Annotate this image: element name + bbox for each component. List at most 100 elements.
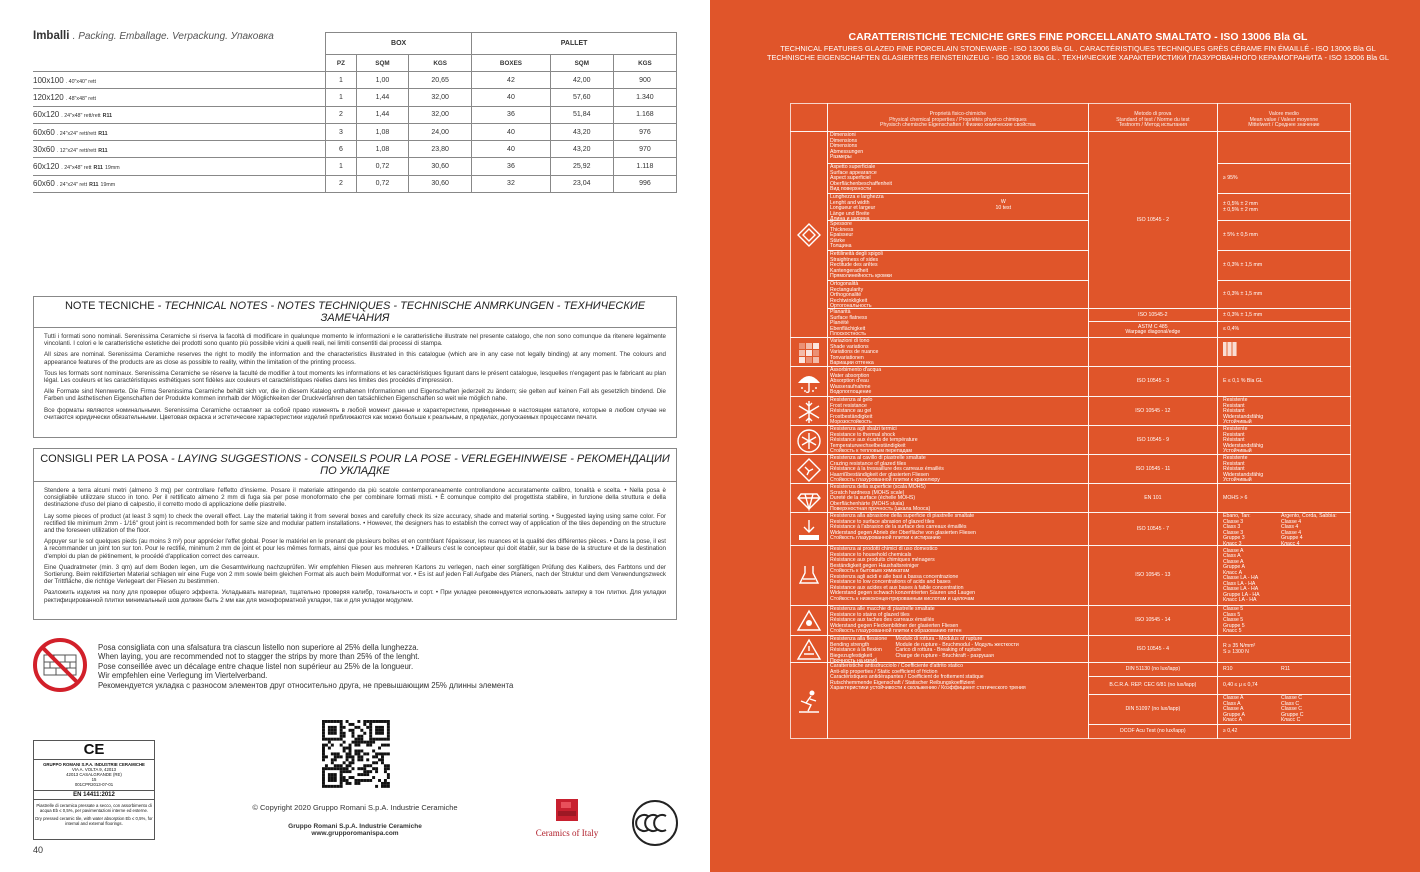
qr-module (351, 728, 355, 732)
qr-module (386, 784, 390, 788)
qr-module (333, 752, 337, 756)
method-text: ISO 10545 - 7 (1089, 526, 1217, 533)
qr-module (342, 776, 346, 779)
qr-module (348, 752, 352, 756)
value-cell: Resistente Resistant Résistant Widerstandsf… (1217, 454, 1351, 484)
qr-module (322, 725, 325, 729)
text-line: Résistant (1223, 437, 1245, 443)
text-line: Resistente (1223, 426, 1248, 432)
icon (796, 609, 822, 631)
text-line: Resistenza agli sbalzi termici (830, 426, 897, 432)
qr-module (351, 776, 355, 779)
qr-module (342, 740, 346, 744)
size: 60x120 (33, 110, 60, 120)
text-line: ± 0,3% ± 1,5 mm (1223, 311, 1263, 318)
packing-cell: 30,60 (408, 157, 473, 176)
header-cell: Valore medio Mean value / Valeur moyenne M… (1217, 103, 1351, 132)
packing-row: 60x60. 24"x24" rett/rett R11 3 1,08 24,00 40 4… (33, 123, 678, 142)
method-cell: ISO 10545 - 2 (1088, 131, 1218, 309)
packing-cell: 32 (471, 175, 551, 194)
text-line: Valore medio (1268, 111, 1299, 117)
text-line: Widerstandsfähig (1223, 413, 1264, 420)
text-line: Caratteristiche antisdrucciolo / Coeffic… (830, 663, 963, 669)
method-text: DIN 51097 (no lux/lapp) (1089, 707, 1217, 713)
qr-module (363, 764, 367, 768)
qr-code (322, 720, 390, 788)
qr-module (336, 755, 340, 759)
qr-module (330, 731, 334, 735)
text-line: Classe A (1223, 547, 1244, 554)
subtitle: TECHNISCHE EIGENSCHAFTEN GLASIERTES FEIN… (766, 53, 1390, 63)
value-text: Resistente Resistant Résistant Widerstandsf… (1223, 426, 1263, 454)
text-line: Variazioni di tono (830, 338, 870, 344)
qr-module (360, 734, 364, 738)
qr-module (348, 749, 352, 753)
value-text: MOHS > 6 (1223, 495, 1247, 502)
qr-module (354, 752, 358, 756)
qr-module (351, 761, 355, 765)
text-line: Classe 3 (1223, 529, 1244, 536)
text-line: ≤ 0,4% (1223, 326, 1240, 333)
qr-module (330, 725, 334, 729)
value-text: Classe A Class A Classe A Gruppe A Класс A Cl… (1223, 547, 1260, 604)
qr-module (383, 781, 387, 785)
text-line: Haarrißbeständigkeit der glasierten Flie… (830, 471, 929, 478)
qr-module (322, 767, 325, 771)
text-line: Frostbeständigkeit (830, 413, 873, 420)
value-cell: Ebano, Tan: Classe 3 Class 3 Classe 3 Gruppe… (1217, 512, 1351, 546)
text-line: W (1000, 199, 1006, 205)
brand-name: Ceramics of Italy (535, 828, 599, 838)
property-cell: Resistenza al gelo Frost resistance Résist… (827, 396, 1089, 426)
method-cell: ISO 10545-2 (1088, 308, 1218, 322)
text-line: Kantengeradheit (830, 267, 869, 274)
paragraph: Alle Formate sind Nennwerte. Die Firma S… (44, 388, 666, 403)
value-text: ± 0,3% ± 1,5 mm (1223, 292, 1262, 298)
property-note: W 10 test (919, 199, 1088, 211)
icon (798, 566, 820, 584)
qr-module (357, 740, 361, 744)
qr-module (378, 758, 381, 762)
property-text: Variazioni di tono Shade variations Variat… (828, 338, 1088, 366)
qr-module (369, 770, 373, 774)
qr-module (322, 776, 325, 779)
qr-module (322, 720, 325, 723)
text-line: Epaisseur (830, 232, 854, 238)
text-line: ISO 10545 - 3 (1136, 378, 1169, 385)
property-cell: Resistenza agli sbalzi termici Resistance… (827, 425, 1089, 455)
method-text: ISO 10545-2 (1089, 312, 1217, 319)
qr-module (339, 764, 343, 768)
text-line: Resistenza agli acidi e alle basi a bass… (830, 573, 959, 580)
qr-module (342, 725, 346, 729)
text-line: Classe 4 (1281, 518, 1302, 525)
property-cell: Assorbimento d'acqua Water absorption Abso… (827, 366, 1089, 397)
qr-module (354, 749, 358, 753)
text-line: Стойкость глазурованной плитки к образов… (830, 628, 962, 634)
icon-cell (790, 512, 828, 546)
qr-module (357, 725, 361, 729)
packing-cell: 1,08 (355, 140, 410, 159)
text-line: Класс 3 (1223, 540, 1242, 546)
header-text: Metodo di prova Standard of test / Norme … (1089, 111, 1217, 129)
value-cell: Resistente Resistant Résistant Widerstandsf… (1217, 425, 1351, 455)
packing-cell: 30,60 (408, 175, 473, 194)
qr-module (381, 737, 384, 741)
icon-cell (790, 131, 828, 338)
qr-module (375, 737, 379, 741)
text-line: Resistenza alla flessione (830, 636, 888, 642)
qr-module (386, 752, 390, 756)
property-text: Caratteristiche antisdrucciolo / Coeffic… (828, 663, 1088, 692)
text-line: Caractéristiques antidérapantes / Coeffi… (830, 674, 984, 680)
text-line: Classe 5 (1223, 606, 1244, 613)
value-cell: ± 0,5% ± 2 mm ± 0,5% ± 2 mm (1217, 193, 1351, 221)
packing-cell: 1,44 (355, 106, 410, 124)
qr-module (357, 779, 361, 782)
qr-module (378, 720, 381, 723)
qr-module (336, 737, 340, 741)
tech-title: CARATTERISTICHE TECNICHE GRES FINE PORCE… (848, 31, 1308, 43)
qr-module (378, 752, 381, 756)
method-cell: ISO 10545 - 14 (1088, 605, 1218, 636)
text-line: ISO 10545 - 9 (1136, 436, 1169, 443)
text-line: Плоскостность (830, 331, 866, 337)
property-cell: Resistenza della superficie (scala MOHS)… (827, 483, 1089, 513)
packing-cell: 20,65 (408, 71, 473, 90)
